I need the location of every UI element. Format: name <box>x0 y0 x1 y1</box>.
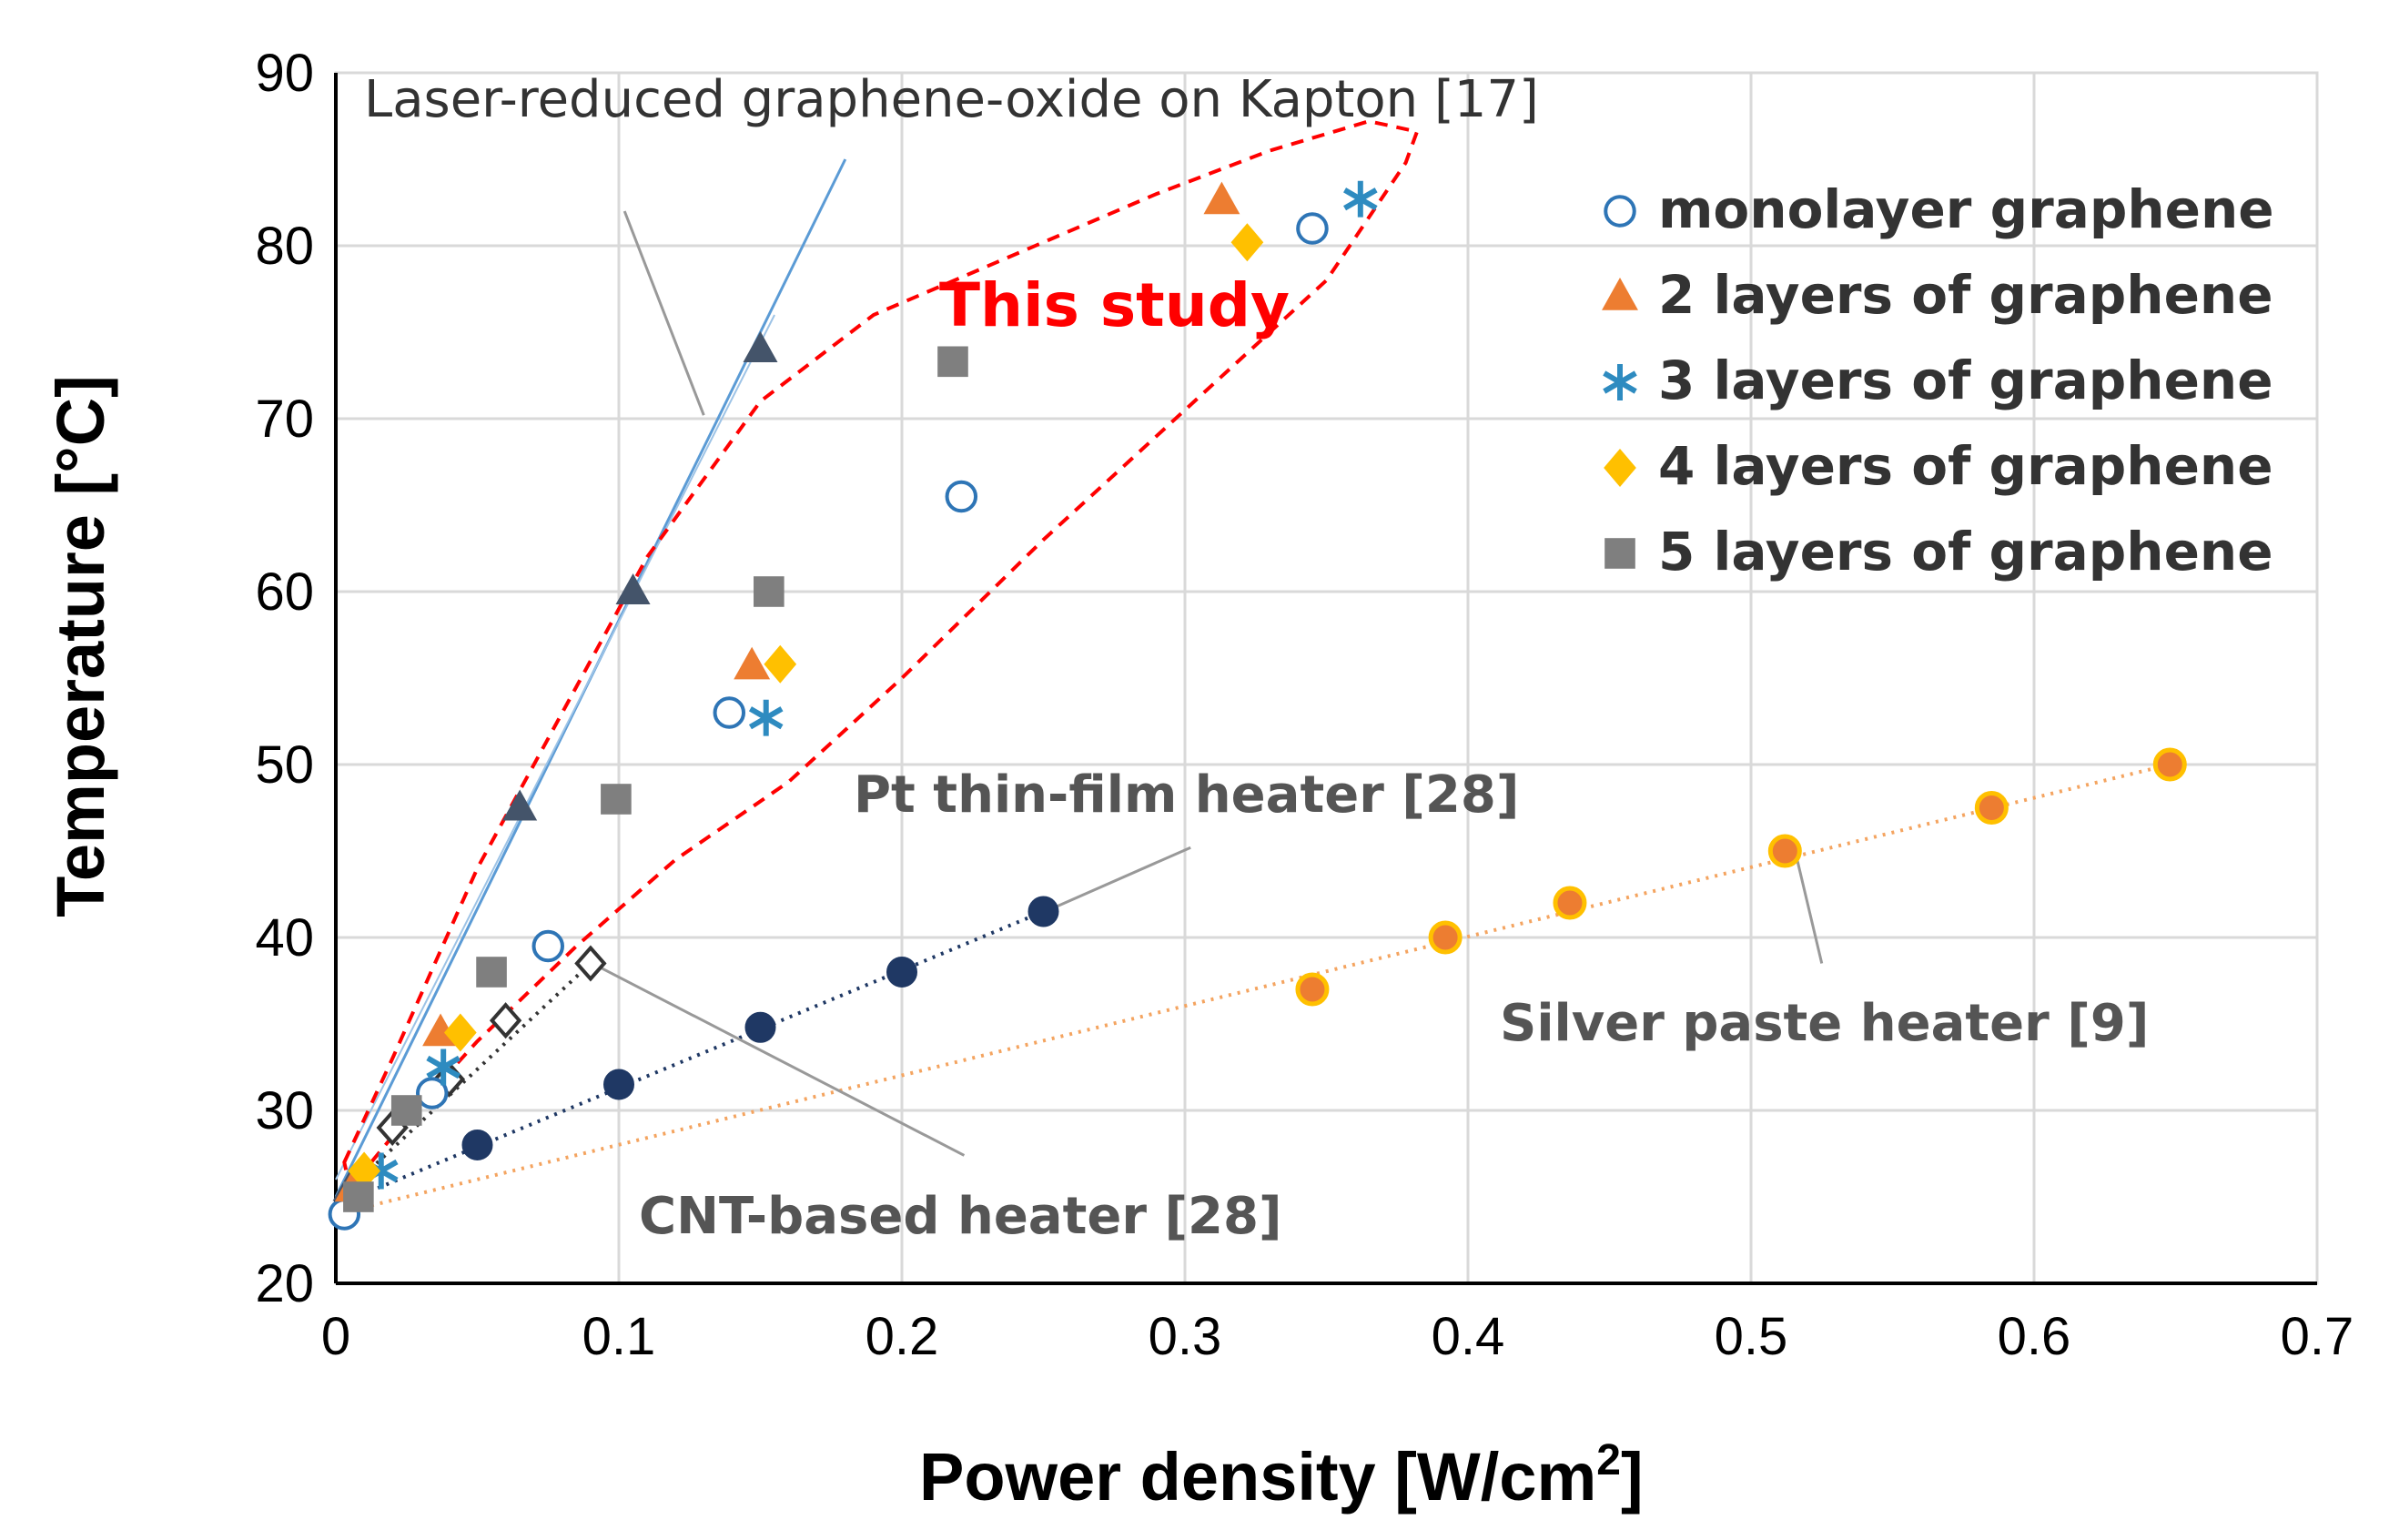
y-tick-label: 30 <box>255 1081 314 1140</box>
legend: monolayer graphene 2 layers of graphene 3 … <box>1602 178 2274 583</box>
legend-label: 4 layers of graphene <box>1658 435 2273 497</box>
silver-annotation: Silver paste heater [9] <box>1500 994 2149 1053</box>
grid-lines <box>334 71 2319 1285</box>
leader-line <box>1048 846 1191 911</box>
y-tick-label: 70 <box>255 390 314 449</box>
data-point <box>1203 181 1240 215</box>
trend-line <box>349 962 592 1190</box>
reference-data-point <box>1428 920 1463 955</box>
reference-data-point <box>1767 834 1802 868</box>
data-point <box>764 644 797 684</box>
y-tick-label: 60 <box>255 562 314 622</box>
annotation-leader-lines <box>598 210 1824 1157</box>
data-point <box>343 1181 374 1212</box>
data-points <box>328 180 2187 1231</box>
legend-label: 5 layers of graphene <box>1658 521 2273 583</box>
y-tick-label: 20 <box>255 1254 314 1313</box>
reference-data-point <box>615 573 651 604</box>
y-tick-label: 80 <box>255 217 314 276</box>
legend-label: monolayer graphene <box>1658 178 2274 240</box>
data-point <box>601 784 632 815</box>
data-point <box>937 346 968 378</box>
leader-line <box>1792 844 1824 964</box>
x-tick-label: 0.2 <box>865 1307 939 1366</box>
data-point <box>945 480 978 513</box>
reference-data-point <box>1027 896 1059 927</box>
x-axis-title: Power density [W/cm2] <box>919 1436 1644 1515</box>
x-tick-label: 0.6 <box>1998 1307 2071 1366</box>
trend-line <box>335 314 775 1180</box>
legend-marker <box>1602 278 1638 310</box>
data-point <box>1343 180 1378 218</box>
data-point <box>734 646 771 680</box>
leader-line <box>598 965 966 1157</box>
trend-line <box>335 909 1045 1208</box>
legend-marker <box>1604 538 1635 569</box>
reference-data-point <box>1553 886 1587 920</box>
plot-area-frame <box>334 71 2319 1285</box>
data-point <box>390 1095 422 1126</box>
legend-marker <box>1603 364 1637 400</box>
data-point <box>754 576 784 607</box>
reference-data-point <box>603 1069 634 1100</box>
x-tick-label: 0.1 <box>582 1307 656 1366</box>
data-point <box>1296 212 1329 245</box>
data-point <box>348 1151 380 1190</box>
x-tick-label: 0 <box>321 1307 350 1366</box>
leader-line <box>623 210 705 416</box>
data-point <box>426 1049 461 1086</box>
x-tick-label: 0.3 <box>1149 1307 1222 1366</box>
reference-data-point <box>502 789 538 821</box>
data-point <box>1230 223 1264 262</box>
data-point <box>748 699 784 736</box>
legend-marker <box>1604 195 1636 228</box>
reference-data-point <box>886 957 917 988</box>
reference-data-point <box>2152 747 2187 782</box>
data-point <box>443 1013 477 1052</box>
reference-data-point <box>489 1002 522 1039</box>
data-point <box>531 929 564 963</box>
y-tick-label: 90 <box>255 44 314 103</box>
this-study-label: This study <box>939 270 1290 340</box>
reference-data-point <box>743 331 778 362</box>
legend-label: 3 layers of graphene <box>1658 350 2273 411</box>
y-axis-title: Temperature [°C] <box>43 375 118 917</box>
cnt-annotation: CNT-based heater [28] <box>639 1187 1282 1246</box>
data-point <box>713 696 746 729</box>
y-tick-label: 40 <box>255 908 314 968</box>
x-tick-label: 0.7 <box>2281 1307 2354 1366</box>
trend-line <box>335 763 2171 1216</box>
reference-data-point <box>574 945 607 982</box>
reference-data-point <box>744 1011 776 1043</box>
legend-label: 2 layers of graphene <box>1658 264 2273 326</box>
kapton-annotation: Laser-reduced graphene-oxide on Kapton [… <box>364 70 1539 129</box>
data-point <box>415 1077 449 1109</box>
data-point <box>476 957 507 988</box>
reference-data-point <box>1974 791 2009 825</box>
x-tick-label: 0.5 <box>1715 1307 1788 1366</box>
tick-labels: 0 0.1 0.2 0.3 0.4 0.5 0.6 0.7 20 30 40 50 60 70 80 90 <box>255 44 2353 1366</box>
reference-data-point <box>1295 972 1330 1007</box>
legend-marker <box>1604 449 1636 487</box>
x-tick-label: 0.4 <box>1432 1307 1505 1366</box>
reference-data-point <box>461 1130 493 1160</box>
y-tick-label: 50 <box>255 735 314 795</box>
pt-annotation: Pt thin-film heater [28] <box>854 765 1519 825</box>
axes <box>334 73 2317 1285</box>
